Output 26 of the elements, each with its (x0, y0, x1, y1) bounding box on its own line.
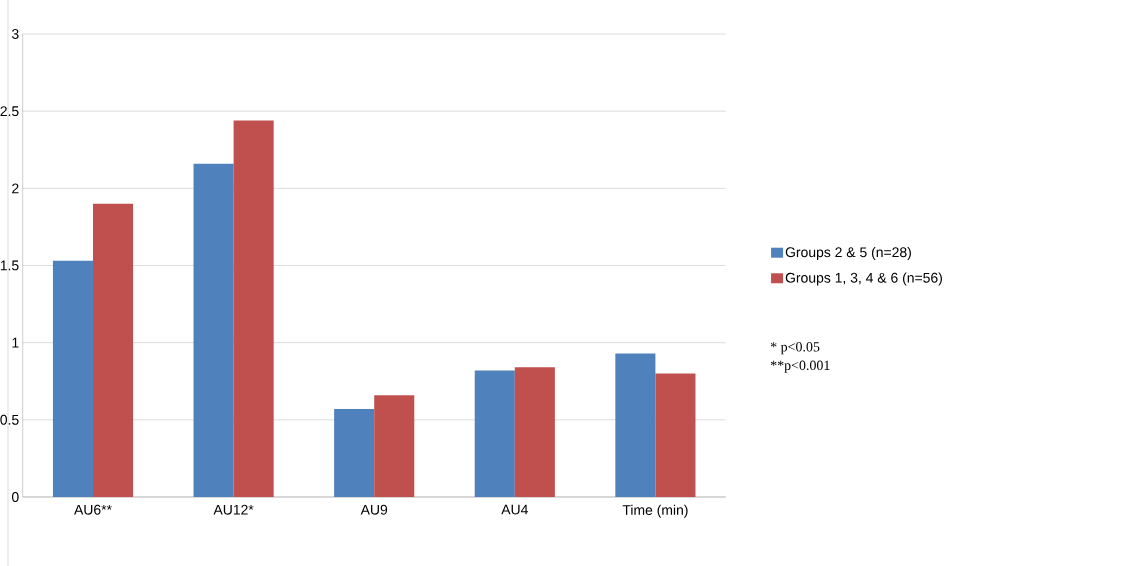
text: * p<0.05 (770, 342, 820, 355)
x-tick-label: AU6** (74, 504, 112, 515)
bar (52, 260, 94, 497)
bar (655, 373, 696, 497)
y-tick-label: 0 (11, 492, 19, 502)
bar (615, 353, 656, 497)
legend-label: Groups 2 & 5 (n=28) (785, 246, 911, 260)
bar (93, 203, 134, 497)
bar (374, 395, 415, 497)
bar (474, 370, 515, 497)
x-tick-label: Time (min) (622, 504, 688, 518)
y-tick-label: 2.5 (0, 106, 19, 117)
x-tick-label: AU12* (213, 504, 254, 515)
y-tick-label: 1 (12, 337, 19, 348)
bar (514, 367, 555, 497)
y-tick-label: 3 (11, 29, 19, 39)
text: **p<0.001 (770, 360, 830, 373)
y-tick-label: 0.5 (0, 414, 19, 425)
bar (334, 409, 375, 497)
y-tick-label: 2 (12, 183, 19, 194)
y-tick-label: 1.5 (0, 260, 19, 271)
legend-label: Groups 1, 3, 4 & 6 (n=56) (785, 272, 942, 286)
x-tick-label: AU4 (501, 504, 528, 515)
x-tick-label: AU9 (360, 504, 388, 515)
bar (193, 163, 234, 497)
bar (233, 120, 274, 497)
